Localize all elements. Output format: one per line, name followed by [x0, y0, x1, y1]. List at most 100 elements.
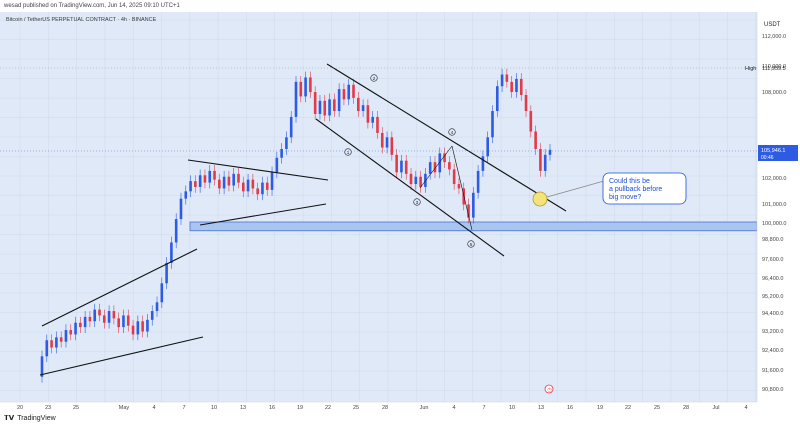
time-tick-label: 4: [452, 405, 455, 411]
candle: [241, 176, 245, 198]
candle: [83, 311, 87, 333]
candle: [419, 170, 422, 193]
candle: [160, 277, 164, 309]
high-value: 111,959.5: [762, 66, 786, 72]
candle: [174, 213, 178, 249]
candle: [299, 76, 303, 103]
svg-text:4: 4: [451, 130, 454, 135]
candle: [222, 170, 226, 195]
candle: [136, 315, 140, 341]
svg-text:3: 3: [416, 200, 419, 205]
candle: [510, 76, 513, 98]
candle: [270, 166, 274, 196]
candle: [309, 71, 312, 98]
price-tick-label: 112,000.0: [762, 34, 786, 40]
time-tick-label: 10: [211, 405, 217, 411]
wave-label-2: 2: [370, 74, 378, 82]
candle: [505, 68, 509, 88]
candle: [280, 143, 283, 164]
wave-label-3: 3: [413, 198, 421, 206]
candle: [179, 192, 183, 225]
candle: [122, 309, 125, 333]
price-tick-label: 102,000.0: [762, 176, 786, 182]
time-tick-label: 7: [182, 405, 185, 411]
candle: [380, 127, 384, 154]
time-tick-label: 25: [654, 405, 660, 411]
candle: [472, 186, 475, 224]
time-tick-label: 23: [45, 405, 51, 411]
svg-text:2: 2: [373, 76, 376, 81]
candle: [495, 80, 499, 117]
price-tick-label: 97,600.0: [762, 257, 783, 263]
events-icon[interactable]: [544, 384, 554, 394]
candle: [79, 316, 82, 333]
candle: [376, 111, 379, 139]
time-tick-label: 4: [744, 405, 747, 411]
wedge-upper-line: [41, 248, 198, 327]
candle: [246, 173, 250, 198]
candle: [251, 173, 255, 195]
time-tick-label: 19: [597, 405, 603, 411]
time-tick-label: 20: [17, 405, 23, 411]
candle: [285, 131, 288, 155]
channel-lower-line: [315, 118, 505, 257]
candlesticks: [40, 68, 552, 383]
candle: [304, 71, 307, 103]
candle: [361, 99, 365, 117]
candle: [150, 305, 154, 326]
trendlines: [39, 63, 567, 376]
candle: [50, 334, 53, 354]
wave-label-5: 5: [467, 240, 475, 248]
candle: [313, 86, 317, 120]
candle: [131, 319, 135, 341]
price-tick-label: 100,000.0: [762, 221, 786, 227]
candle: [289, 111, 293, 144]
price-tick-label: 91,600.0: [762, 368, 783, 374]
candle: [141, 315, 144, 338]
time-tick-label: 16: [269, 405, 275, 411]
candle: [500, 68, 504, 93]
time-axis-labels: 20 23 25 May 4 7 10 13 16 19 22 25 28 Jun 4 7 10 13 16 19 22…: [17, 405, 748, 411]
candle: [491, 105, 494, 144]
candle: [448, 156, 451, 176]
events-icon-glyph: ◷: [547, 387, 552, 393]
candle: [395, 149, 398, 179]
candle: [333, 93, 336, 117]
candle: [64, 324, 68, 348]
wave-label-4: 4: [448, 128, 456, 136]
wave-path-line: [419, 145, 453, 189]
currency-label: USDT: [764, 22, 781, 28]
high-label: High: [745, 66, 756, 72]
candle: [428, 156, 432, 180]
price-tick-label: 92,400.0: [762, 348, 783, 354]
candle: [543, 149, 547, 177]
tradingview-logo-icon: 𝗧𝗩: [4, 415, 15, 422]
candle: [261, 176, 264, 201]
publish-info: wesad published on TradingView.com, Jun …: [4, 3, 180, 9]
time-tick-label: 25: [353, 405, 359, 411]
tradingview-brand: 𝗧𝗩 TradingView: [4, 414, 56, 423]
candle: [112, 305, 116, 325]
candle: [404, 154, 408, 180]
candle: [256, 182, 259, 201]
candle: [294, 76, 298, 123]
time-tick-label: 22: [325, 405, 331, 411]
candle: [347, 78, 351, 106]
price-tick-label: 98,800.0: [762, 237, 783, 243]
annotation-callout: Could this be a pullback before big move?: [602, 172, 687, 205]
candle: [328, 93, 331, 122]
time-tick-label: 28: [382, 405, 388, 411]
candle: [189, 175, 192, 198]
candle: [318, 94, 322, 120]
time-tick-label: 13: [538, 405, 544, 411]
candle: [59, 331, 63, 348]
svg-text:Could this bea pullback before: Could this be a pullback before big move?: [609, 178, 662, 201]
candle: [409, 167, 413, 190]
price-tick-label: 90,800.0: [762, 387, 783, 393]
brand-label: TradingView: [17, 414, 56, 422]
candle: [515, 73, 518, 98]
price-tick-label: 94,400.0: [762, 311, 783, 317]
price-tick-label: 95,200.0: [762, 294, 783, 300]
candle: [203, 169, 207, 189]
